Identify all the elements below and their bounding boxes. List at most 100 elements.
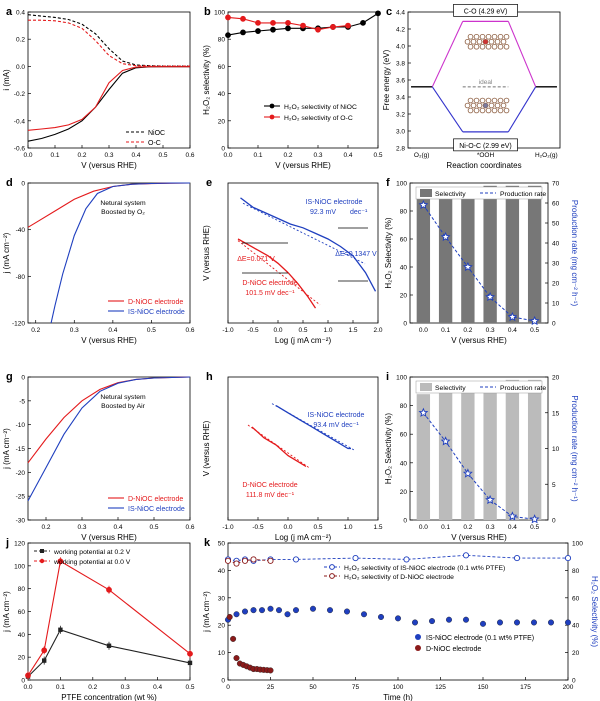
atom: [479, 97, 486, 104]
series-line-a-3: [27, 66, 190, 131]
level-label-box: [453, 138, 518, 152]
data-point: [255, 19, 261, 26]
panel-g-ytick-label: -10: [16, 422, 26, 429]
panel-i-ylabel: H₂O₂ Selectivity (%): [384, 413, 393, 484]
atom: [485, 43, 492, 50]
panel-d-xtick-label: 0.6: [185, 327, 194, 334]
panel-e-ylabel: V (versus RHE): [202, 225, 211, 281]
legend-entry: D-NiOC electrode: [128, 299, 183, 306]
series-line-h-0: [251, 426, 307, 467]
data-point: [327, 607, 334, 614]
panel-c-ytick-label: 2.8: [396, 146, 405, 153]
atom: [491, 107, 498, 114]
panel-j-xtick-label: 0.0: [23, 684, 32, 691]
legend-box: [415, 186, 543, 200]
data-point: [497, 619, 504, 626]
rate-point: [485, 291, 495, 302]
panel-g-xtick-label: 0.3: [77, 524, 86, 531]
panel-j-xtick-label: 0.2: [88, 684, 97, 691]
legend-marker: [415, 645, 421, 651]
bar: [461, 385, 475, 520]
panel-a-xtick-label: 0.3: [104, 152, 113, 159]
atom: [500, 102, 507, 109]
panel-g-xtick-label: 0.5: [149, 524, 158, 531]
atom: [488, 102, 495, 109]
atom: [467, 97, 474, 104]
atom: [485, 97, 492, 104]
legend-entry: H₂O₂ selectivity of IS-NiOC electrode (0…: [344, 565, 505, 572]
panel-h-xtick-label: 1.0: [343, 524, 352, 531]
data-point: [255, 28, 261, 34]
panel-j-ytick-label: 120: [14, 541, 25, 548]
atom: [488, 38, 495, 45]
panel-g-xtick-label: 0.6: [185, 524, 194, 531]
panel-d-xtick-label: 0.3: [70, 327, 79, 334]
panel-c-ytick-label: 3.8: [396, 61, 405, 68]
panel-e-xtick-label: -1.0: [222, 327, 234, 334]
panel-a-xlabel: V (versus RHE): [81, 161, 137, 170]
panel-a-xtick-label: 0.6: [185, 152, 194, 159]
legend-box: [415, 380, 543, 394]
data-point: [352, 555, 359, 562]
atom: [470, 38, 477, 45]
panel-letter-k: k: [204, 537, 211, 549]
atom: [476, 38, 483, 45]
panel-j-ytick-label: 100: [14, 563, 25, 570]
state-label: *OOH: [477, 152, 495, 159]
panel-i-ytick-label: 0: [552, 518, 556, 525]
data-point: [233, 655, 240, 662]
data-point: [225, 14, 231, 21]
panel-c-ytick-label: 3.4: [396, 95, 405, 102]
panel-a-ylabel: i (mA): [2, 69, 11, 91]
rate-point: [507, 311, 518, 322]
atom: [500, 38, 507, 45]
panel-letter-f: f: [386, 177, 390, 189]
panel-f-ytick-label: 80: [400, 209, 408, 216]
data-point: [225, 32, 231, 39]
panel-k-ytick-label: 10: [218, 650, 226, 657]
panel-k-ytick-label: 20: [572, 650, 580, 657]
data-point: [330, 24, 336, 30]
data-point: [513, 555, 521, 562]
legend-marker: [329, 564, 335, 570]
data-point: [241, 608, 248, 615]
bar: [483, 185, 497, 323]
legend-entry: D-NiOC electrode: [128, 496, 183, 503]
panel-e-xtick-label: 1.0: [323, 327, 332, 334]
panel-g-ylabel: j (mA cm⁻²): [2, 428, 11, 470]
series-slope: 93.4 mV dec⁻¹: [313, 422, 359, 429]
panel-letter-a: a: [6, 6, 13, 18]
data-point: [564, 555, 572, 562]
panel-letter-i: i: [386, 371, 389, 383]
panel-k-ytick-label: 100: [572, 541, 583, 548]
panel-g-ytick-label: 0: [21, 375, 25, 382]
panel-b-ytick-label: 80: [218, 37, 226, 44]
atom: [497, 43, 504, 50]
panel-f-frame: [409, 182, 549, 324]
panel-k-xlabel: Time (h): [383, 693, 413, 701]
panel-f-ytick-label: 50: [552, 221, 560, 228]
panel-i-xtick-label: 0.3: [486, 524, 495, 531]
panel-b-ytick-label: 0: [221, 146, 225, 153]
panel-b-ytick-label: 100: [214, 10, 225, 17]
series-line-a-0: [27, 14, 190, 67]
data-point: [360, 19, 366, 26]
panel-e-xtick-label: -0.5: [247, 327, 259, 334]
series-name: D-NiOC electrode: [242, 280, 297, 287]
rate-point: [440, 436, 451, 446]
rate-point: [462, 468, 473, 478]
panel-g-ytick-label: -25: [16, 494, 26, 501]
series-name: D-NiOC electrode: [242, 482, 297, 489]
panel-g-xlabel: V (versus RHE): [81, 533, 137, 542]
bar: [505, 185, 520, 323]
data-point: [240, 29, 246, 36]
panel-g-ytick-label: -15: [16, 446, 26, 453]
panel-i-ytick-label: 60: [400, 432, 408, 439]
atom: [497, 107, 504, 114]
legend-entry: Production rate: [500, 191, 546, 198]
panel-e-xtick-label: 2.0: [373, 327, 382, 334]
data-point: [548, 619, 555, 626]
series-slope-unit: dec⁻¹: [350, 209, 368, 216]
panel-c-ytick-label: 4.4: [396, 10, 405, 17]
panel-k-ytick-label: 30: [218, 595, 226, 602]
